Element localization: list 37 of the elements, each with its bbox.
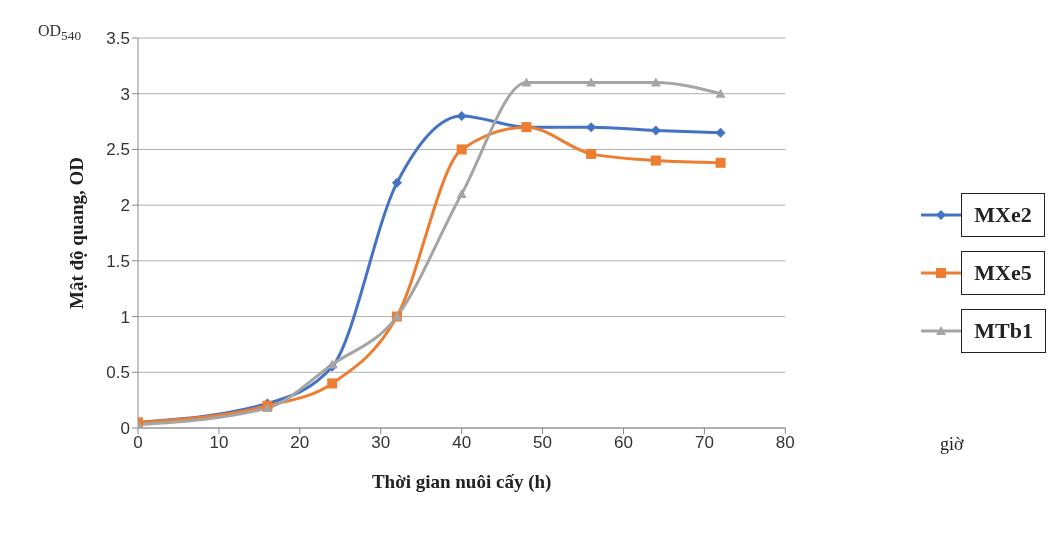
x-tick-label: 80 [775, 433, 795, 453]
x-tick-label: 10 [209, 433, 229, 453]
point [456, 189, 467, 198]
point [650, 125, 661, 136]
legend-label: MXe2 [961, 193, 1045, 237]
x-tick-label: 40 [452, 433, 472, 453]
point [650, 77, 661, 87]
point [327, 378, 338, 389]
point [456, 111, 467, 121]
point [391, 177, 402, 188]
point [456, 144, 467, 155]
y-tick-label: 3 [120, 84, 130, 104]
y-tick-label: 0.5 [106, 363, 130, 383]
point [586, 148, 597, 159]
x-tick-label: 30 [371, 433, 391, 453]
x-tick-label: 20 [290, 433, 310, 453]
x-axis-title: Thời gian nuôi cấy (h) [371, 471, 552, 493]
legend-label: MXe5 [961, 251, 1045, 295]
y-tick-label: 3.5 [106, 29, 130, 49]
text: OD$_{540}$ [38, 22, 82, 45]
point [715, 88, 726, 98]
x-tick-label: 60 [614, 433, 633, 453]
y-tick-label: 0 [120, 419, 130, 439]
text: giờ [940, 434, 964, 455]
point [650, 155, 661, 166]
point [586, 77, 597, 87]
y-tick-label: 2 [120, 196, 130, 216]
x-tick-label: 50 [533, 433, 553, 453]
y-tick-label: 1.5 [106, 251, 130, 271]
y-tick-label: 1 [120, 307, 130, 327]
y-tick-label: 2.5 [106, 140, 130, 160]
point [521, 77, 532, 87]
point [715, 157, 726, 168]
y-axis-title: Mật độ quang, OD [65, 156, 87, 310]
x-tick-label: 70 [694, 433, 714, 453]
x-tick-label: 0 [133, 433, 143, 453]
legend-label: MTb1 [961, 309, 1046, 353]
